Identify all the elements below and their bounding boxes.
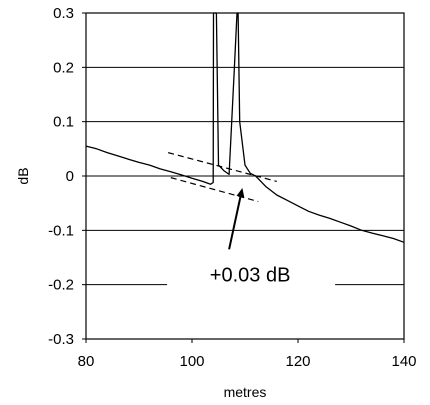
- x-tick-label: 100: [179, 353, 204, 370]
- series-line: [85, 12, 405, 243]
- y-tick-label: 0.1: [53, 114, 74, 131]
- y-tick-label: 0: [66, 168, 74, 185]
- y-tick-label: -0.3: [48, 331, 74, 348]
- x-axis-label: metres: [224, 384, 267, 400]
- annotation-arrowhead: [236, 187, 245, 198]
- x-tick-label: 140: [391, 353, 416, 370]
- annotation-arrow: [228, 196, 242, 250]
- tick-labels: 0.3 0.2 0.1 0 -0.1 -0.2 -0.380 100 120 140: [48, 5, 416, 370]
- annotation-label: +0.03 dB: [210, 264, 291, 286]
- y-tick-label: -0.1: [48, 222, 74, 239]
- y-tick-label: 0.3: [53, 5, 74, 22]
- x-tick-label: 120: [285, 353, 310, 370]
- annotation-background: [167, 261, 336, 292]
- y-tick-label: -0.2: [48, 277, 74, 294]
- dashed-guides: [167, 152, 277, 203]
- dashed-guide-line: [170, 177, 259, 203]
- series-layer: [85, 12, 405, 243]
- y-axis-label: dB: [15, 167, 31, 184]
- dashed-guide-line: [167, 152, 277, 183]
- y-tick-label: 0.2: [53, 59, 74, 76]
- x-tick-label: 80: [78, 353, 95, 370]
